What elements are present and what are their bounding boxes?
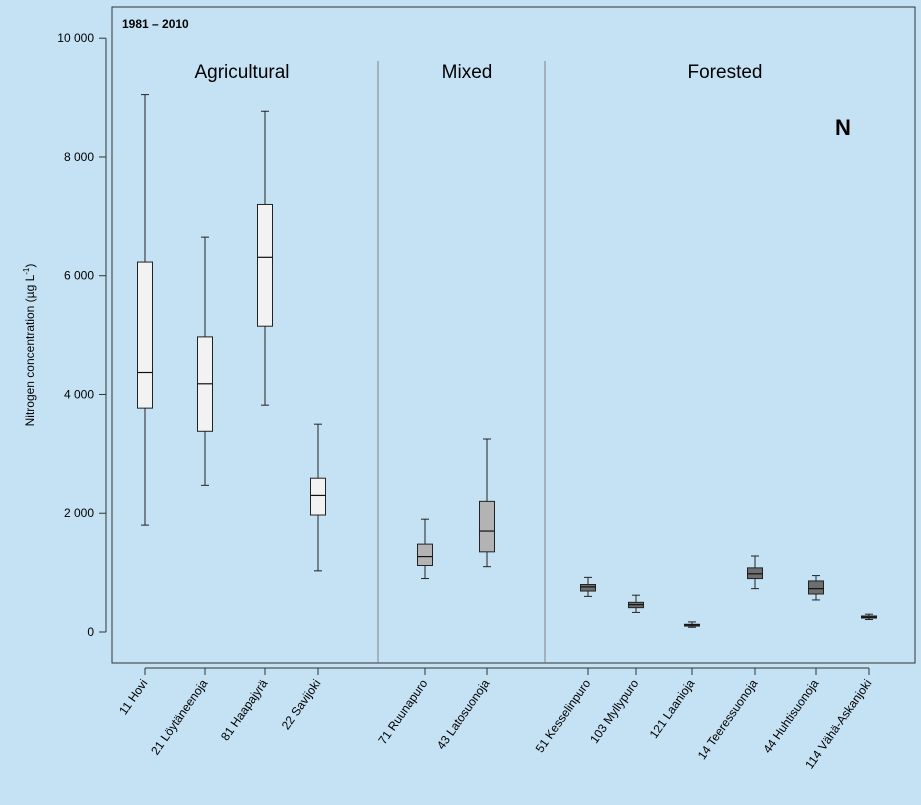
y-axis-label-sup: -1 xyxy=(22,267,31,275)
group-label: Mixed xyxy=(442,62,493,83)
box xyxy=(861,613,877,621)
box-iqr xyxy=(479,500,495,553)
group-labels: Agricultural Mixed Forested xyxy=(194,62,762,83)
box xyxy=(479,438,495,568)
y-tick-label: 8 000 xyxy=(64,150,94,164)
box xyxy=(808,575,824,601)
panel-letter: N xyxy=(835,115,851,140)
group-dividers xyxy=(377,61,546,663)
group-label: Agricultural xyxy=(194,62,289,83)
box-iqr xyxy=(417,543,433,566)
box xyxy=(137,94,153,526)
y-axis: 0 2 000 4 000 6 000 8 000 10 000 xyxy=(57,31,107,639)
y-axis-label-close: ) xyxy=(23,264,37,268)
box xyxy=(628,594,644,613)
plot-frame xyxy=(111,6,916,664)
y-tick-label: 0 xyxy=(87,625,94,639)
box xyxy=(684,621,700,628)
box-iqr xyxy=(257,203,273,327)
box xyxy=(257,110,273,406)
y-axis-label-main: Nitrogen concentration (µg L xyxy=(23,274,37,426)
boxes xyxy=(137,94,877,628)
y-tick-label: 4 000 xyxy=(64,387,94,401)
box xyxy=(310,423,326,572)
period-label: 1981 – 2010 xyxy=(122,17,189,31)
box-iqr xyxy=(137,261,153,409)
box xyxy=(197,236,213,486)
y-tick-label: 2 000 xyxy=(64,506,94,520)
box xyxy=(580,576,596,597)
box-iqr xyxy=(310,477,326,516)
group-label: Forested xyxy=(688,62,763,83)
box xyxy=(417,518,433,580)
y-tick-label: 6 000 xyxy=(64,269,94,283)
y-tick-label: 10 000 xyxy=(57,31,94,45)
box-iqr xyxy=(808,580,824,595)
box-iqr xyxy=(580,583,596,592)
y-axis-label: Nitrogen concentration (µg L-1) xyxy=(22,264,37,427)
box xyxy=(747,555,763,590)
